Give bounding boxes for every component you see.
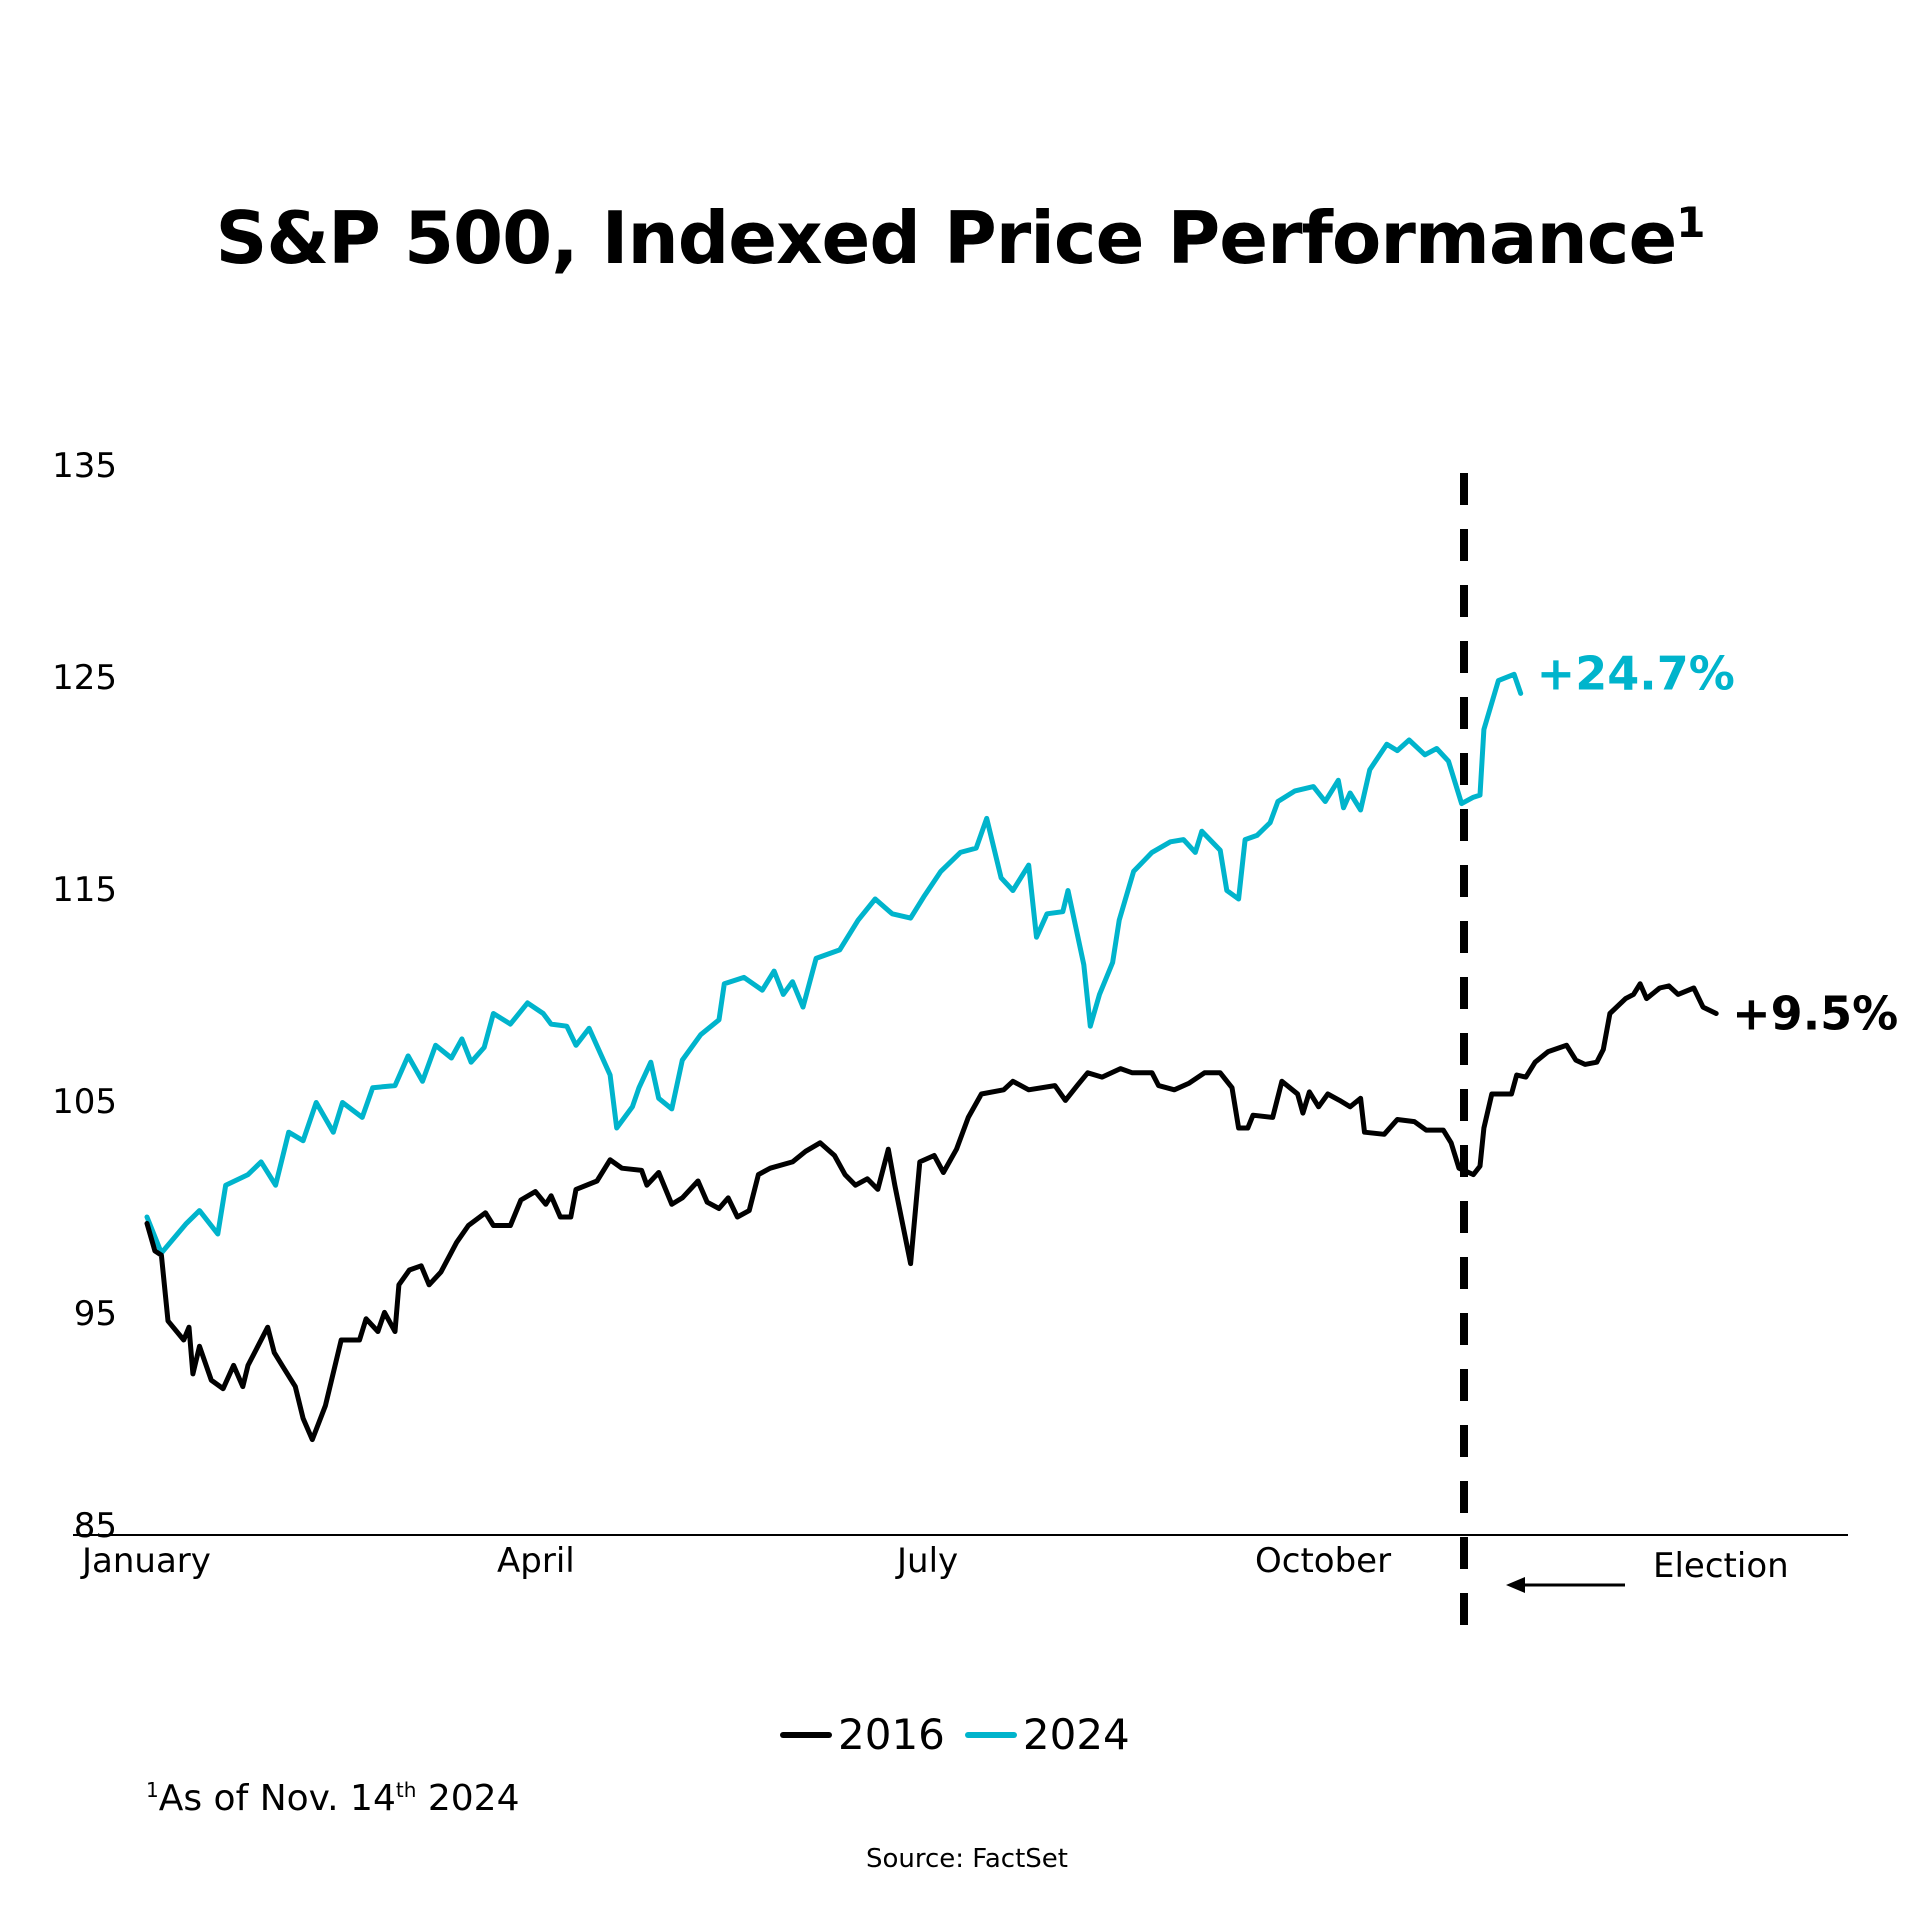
y-axis-ticks: 135 125 115 105 95 85 bbox=[52, 446, 117, 1546]
y-tick-label-115: 115 bbox=[52, 870, 117, 910]
series-line-2016 bbox=[144, 981, 1719, 1443]
end-label-2024: +24.7% bbox=[1537, 646, 1735, 700]
footnote-ordinal: th bbox=[395, 1778, 417, 1802]
chart-title: S&P 500, Indexed Price Performance1 bbox=[0, 196, 1920, 280]
legend: 2016 2024 bbox=[780, 1710, 1150, 1759]
x-tick-label-july: July bbox=[895, 1541, 958, 1581]
legend-label-2024: 2024 bbox=[1022, 1710, 1130, 1759]
y-tick-label-135: 135 bbox=[52, 446, 117, 486]
y-tick-label-95: 95 bbox=[74, 1294, 117, 1334]
x-tick-label-january: January bbox=[80, 1541, 211, 1581]
end-label-2016: +9.5% bbox=[1732, 986, 1898, 1040]
annotations-group: Election +24.7% +9.5% bbox=[1506, 646, 1898, 1593]
y-tick-label-105: 105 bbox=[52, 1082, 117, 1122]
legend-item-2016[interactable]: 2016 bbox=[780, 1710, 945, 1759]
x-axis-ticks: January April July October bbox=[80, 1541, 1391, 1581]
footnote-year: 2024 bbox=[416, 1778, 520, 1819]
x-tick-label-april: April bbox=[497, 1541, 575, 1581]
footnote-text: As of Nov. 14 bbox=[158, 1778, 396, 1819]
series-group bbox=[144, 671, 1719, 1443]
legend-item-2024[interactable]: 2024 bbox=[964, 1710, 1130, 1759]
footnote: 1As of Nov. 14th 2024 bbox=[146, 1778, 519, 1819]
series-line-2024 bbox=[144, 671, 1524, 1256]
election-label: Election bbox=[1653, 1546, 1789, 1586]
title-footnote-marker: 1 bbox=[1676, 198, 1705, 247]
arrow-left-icon bbox=[1506, 1577, 1525, 1593]
y-tick-label-125: 125 bbox=[52, 658, 117, 698]
chart-title-text: S&P 500, Indexed Price Performance bbox=[215, 196, 1677, 280]
footnote-marker: 1 bbox=[146, 1778, 159, 1802]
legend-swatch-2024 bbox=[964, 1731, 1017, 1738]
legend-swatch-2016 bbox=[780, 1731, 832, 1738]
x-tick-label-october: October bbox=[1255, 1541, 1391, 1581]
source-note: Source: FactSet bbox=[865, 1844, 1068, 1874]
y-tick-label-85: 85 bbox=[74, 1506, 117, 1546]
legend-label-2016: 2016 bbox=[838, 1710, 945, 1759]
